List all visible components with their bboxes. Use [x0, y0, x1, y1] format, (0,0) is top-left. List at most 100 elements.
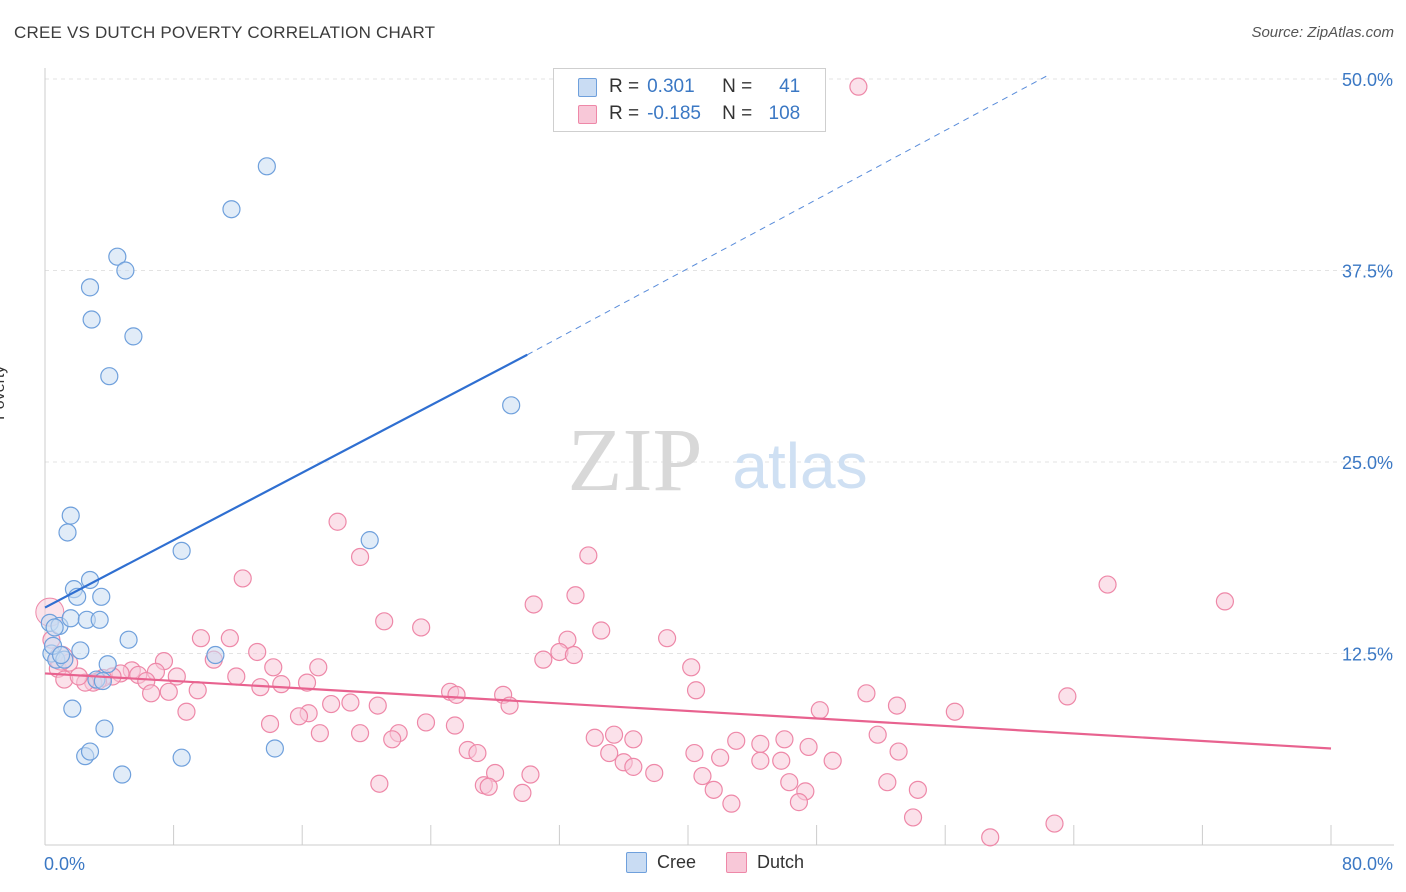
dutch-point	[370, 774, 389, 793]
chart-title: CREE VS DUTCH POVERTY CORRELATION CHART	[14, 23, 436, 42]
dutch-point	[534, 650, 553, 669]
dutch-point	[479, 777, 498, 796]
dutch-point	[159, 682, 178, 701]
dutch-point	[1215, 592, 1235, 611]
dutch-point	[751, 734, 770, 753]
dutch-point	[328, 512, 347, 531]
cree-point	[61, 609, 80, 628]
legend-row-cree: R = 0.301 N = 41	[578, 74, 800, 100]
dutch-point	[233, 569, 252, 588]
dutch-point	[191, 629, 211, 648]
dutch-legend-label: Dutch	[757, 852, 805, 872]
x-tick-label-min: 0.0%	[44, 854, 85, 874]
cree-point	[124, 327, 143, 346]
y-tick-label: 12.5%	[1342, 645, 1393, 665]
cree-point	[71, 641, 90, 660]
dutch-point	[383, 730, 402, 749]
dutch-n-label: N =	[722, 103, 753, 124]
cree-point	[222, 200, 241, 219]
dutch-point	[704, 780, 723, 799]
dutch-point	[889, 742, 908, 761]
dutch-point	[585, 728, 604, 747]
cree-point	[172, 541, 191, 560]
cree-point	[90, 610, 109, 629]
dutch-point	[945, 702, 964, 721]
dutch-point	[624, 730, 643, 749]
watermark-zip: ZIP	[568, 411, 703, 510]
cree-r-label: R =	[609, 76, 640, 97]
cree-n-label: N =	[722, 76, 753, 97]
cree-point	[265, 739, 284, 758]
dutch-point	[375, 612, 394, 631]
cree-point	[92, 587, 111, 606]
y-tick-label: 50.0%	[1342, 70, 1393, 90]
source-note: Source: ZipAtlas.com	[1251, 24, 1394, 41]
dutch-point	[857, 684, 876, 703]
stats-legend: R = 0.301 N = 41 R = -0.185 N = 108	[553, 68, 826, 132]
dutch-point	[887, 696, 907, 715]
cree-point	[63, 699, 82, 718]
cree-point	[360, 531, 379, 550]
dutch-n-value: 108	[768, 103, 801, 124]
dutch-r-value: -0.185	[647, 103, 701, 124]
dutch-point	[416, 713, 436, 732]
dutch-point	[368, 696, 387, 715]
dutch-point	[903, 808, 923, 827]
dutch-point	[309, 658, 328, 677]
dutch-point	[297, 673, 317, 692]
watermark-atlas: atlas	[732, 430, 867, 502]
dutch-point	[141, 684, 161, 703]
cree-r-value: 0.301	[647, 76, 695, 97]
dutch-point	[227, 667, 246, 686]
dutch-point	[350, 724, 370, 743]
dutch-point	[751, 751, 770, 770]
cree-point	[98, 655, 117, 674]
dutch-point	[513, 783, 532, 803]
dutch-point	[1045, 814, 1064, 833]
dutch-point	[445, 716, 465, 735]
dutch-point	[604, 725, 624, 744]
dutch-point	[789, 793, 809, 812]
cree-point	[80, 278, 100, 297]
dutch-point	[1058, 687, 1077, 706]
cree-point	[108, 247, 127, 266]
dutch-point	[521, 765, 540, 784]
legend-item-cree[interactable]: Cree	[626, 852, 696, 873]
dutch-legend-swatch	[726, 852, 748, 873]
axes	[44, 68, 1394, 846]
dutch-point	[289, 707, 309, 726]
y-tick-label: 25.0%	[1342, 453, 1393, 473]
dutch-point	[248, 642, 267, 662]
dutch-point	[447, 685, 466, 704]
dutch-point	[722, 794, 741, 813]
dutch-trend-line	[44, 672, 1332, 750]
dutch-point	[412, 618, 431, 637]
dutch-point	[468, 743, 487, 763]
cree-point	[51, 645, 71, 665]
dutch-point	[264, 658, 283, 677]
dutch-point	[685, 743, 704, 763]
cree-point	[58, 523, 77, 542]
legend-row-dutch: R = -0.185 N = 108	[578, 101, 800, 127]
cree-point	[82, 310, 101, 329]
legend-item-dutch[interactable]: Dutch	[726, 852, 804, 873]
cree-n-value: 41	[779, 76, 801, 97]
cree-point	[100, 367, 119, 386]
cree-point	[95, 719, 114, 738]
grid	[45, 78, 1394, 654]
cree-point	[172, 748, 191, 767]
cree-point	[119, 630, 138, 649]
cree-trend-line	[44, 353, 528, 609]
dutch-point	[868, 725, 887, 744]
dutch-point	[772, 751, 791, 770]
x-tick-label-max: 80.0%	[1342, 854, 1393, 874]
dutch-point	[322, 694, 341, 714]
cree-point	[80, 742, 100, 761]
cree-point	[502, 396, 521, 415]
dutch-point	[799, 737, 818, 757]
dutch-point	[310, 724, 329, 743]
dutch-point	[775, 730, 794, 749]
dutch-point	[908, 780, 927, 799]
dutch-point	[849, 77, 868, 96]
